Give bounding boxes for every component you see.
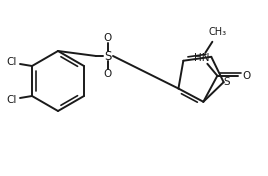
Text: O: O [242, 71, 251, 81]
Text: O: O [104, 33, 112, 43]
Text: S: S [223, 77, 230, 87]
Text: CH₃: CH₃ [208, 27, 226, 37]
Text: S: S [104, 49, 112, 62]
Text: Cl: Cl [7, 57, 17, 67]
Text: Cl: Cl [7, 95, 17, 105]
Text: O: O [104, 69, 112, 79]
Text: HN: HN [193, 53, 209, 63]
